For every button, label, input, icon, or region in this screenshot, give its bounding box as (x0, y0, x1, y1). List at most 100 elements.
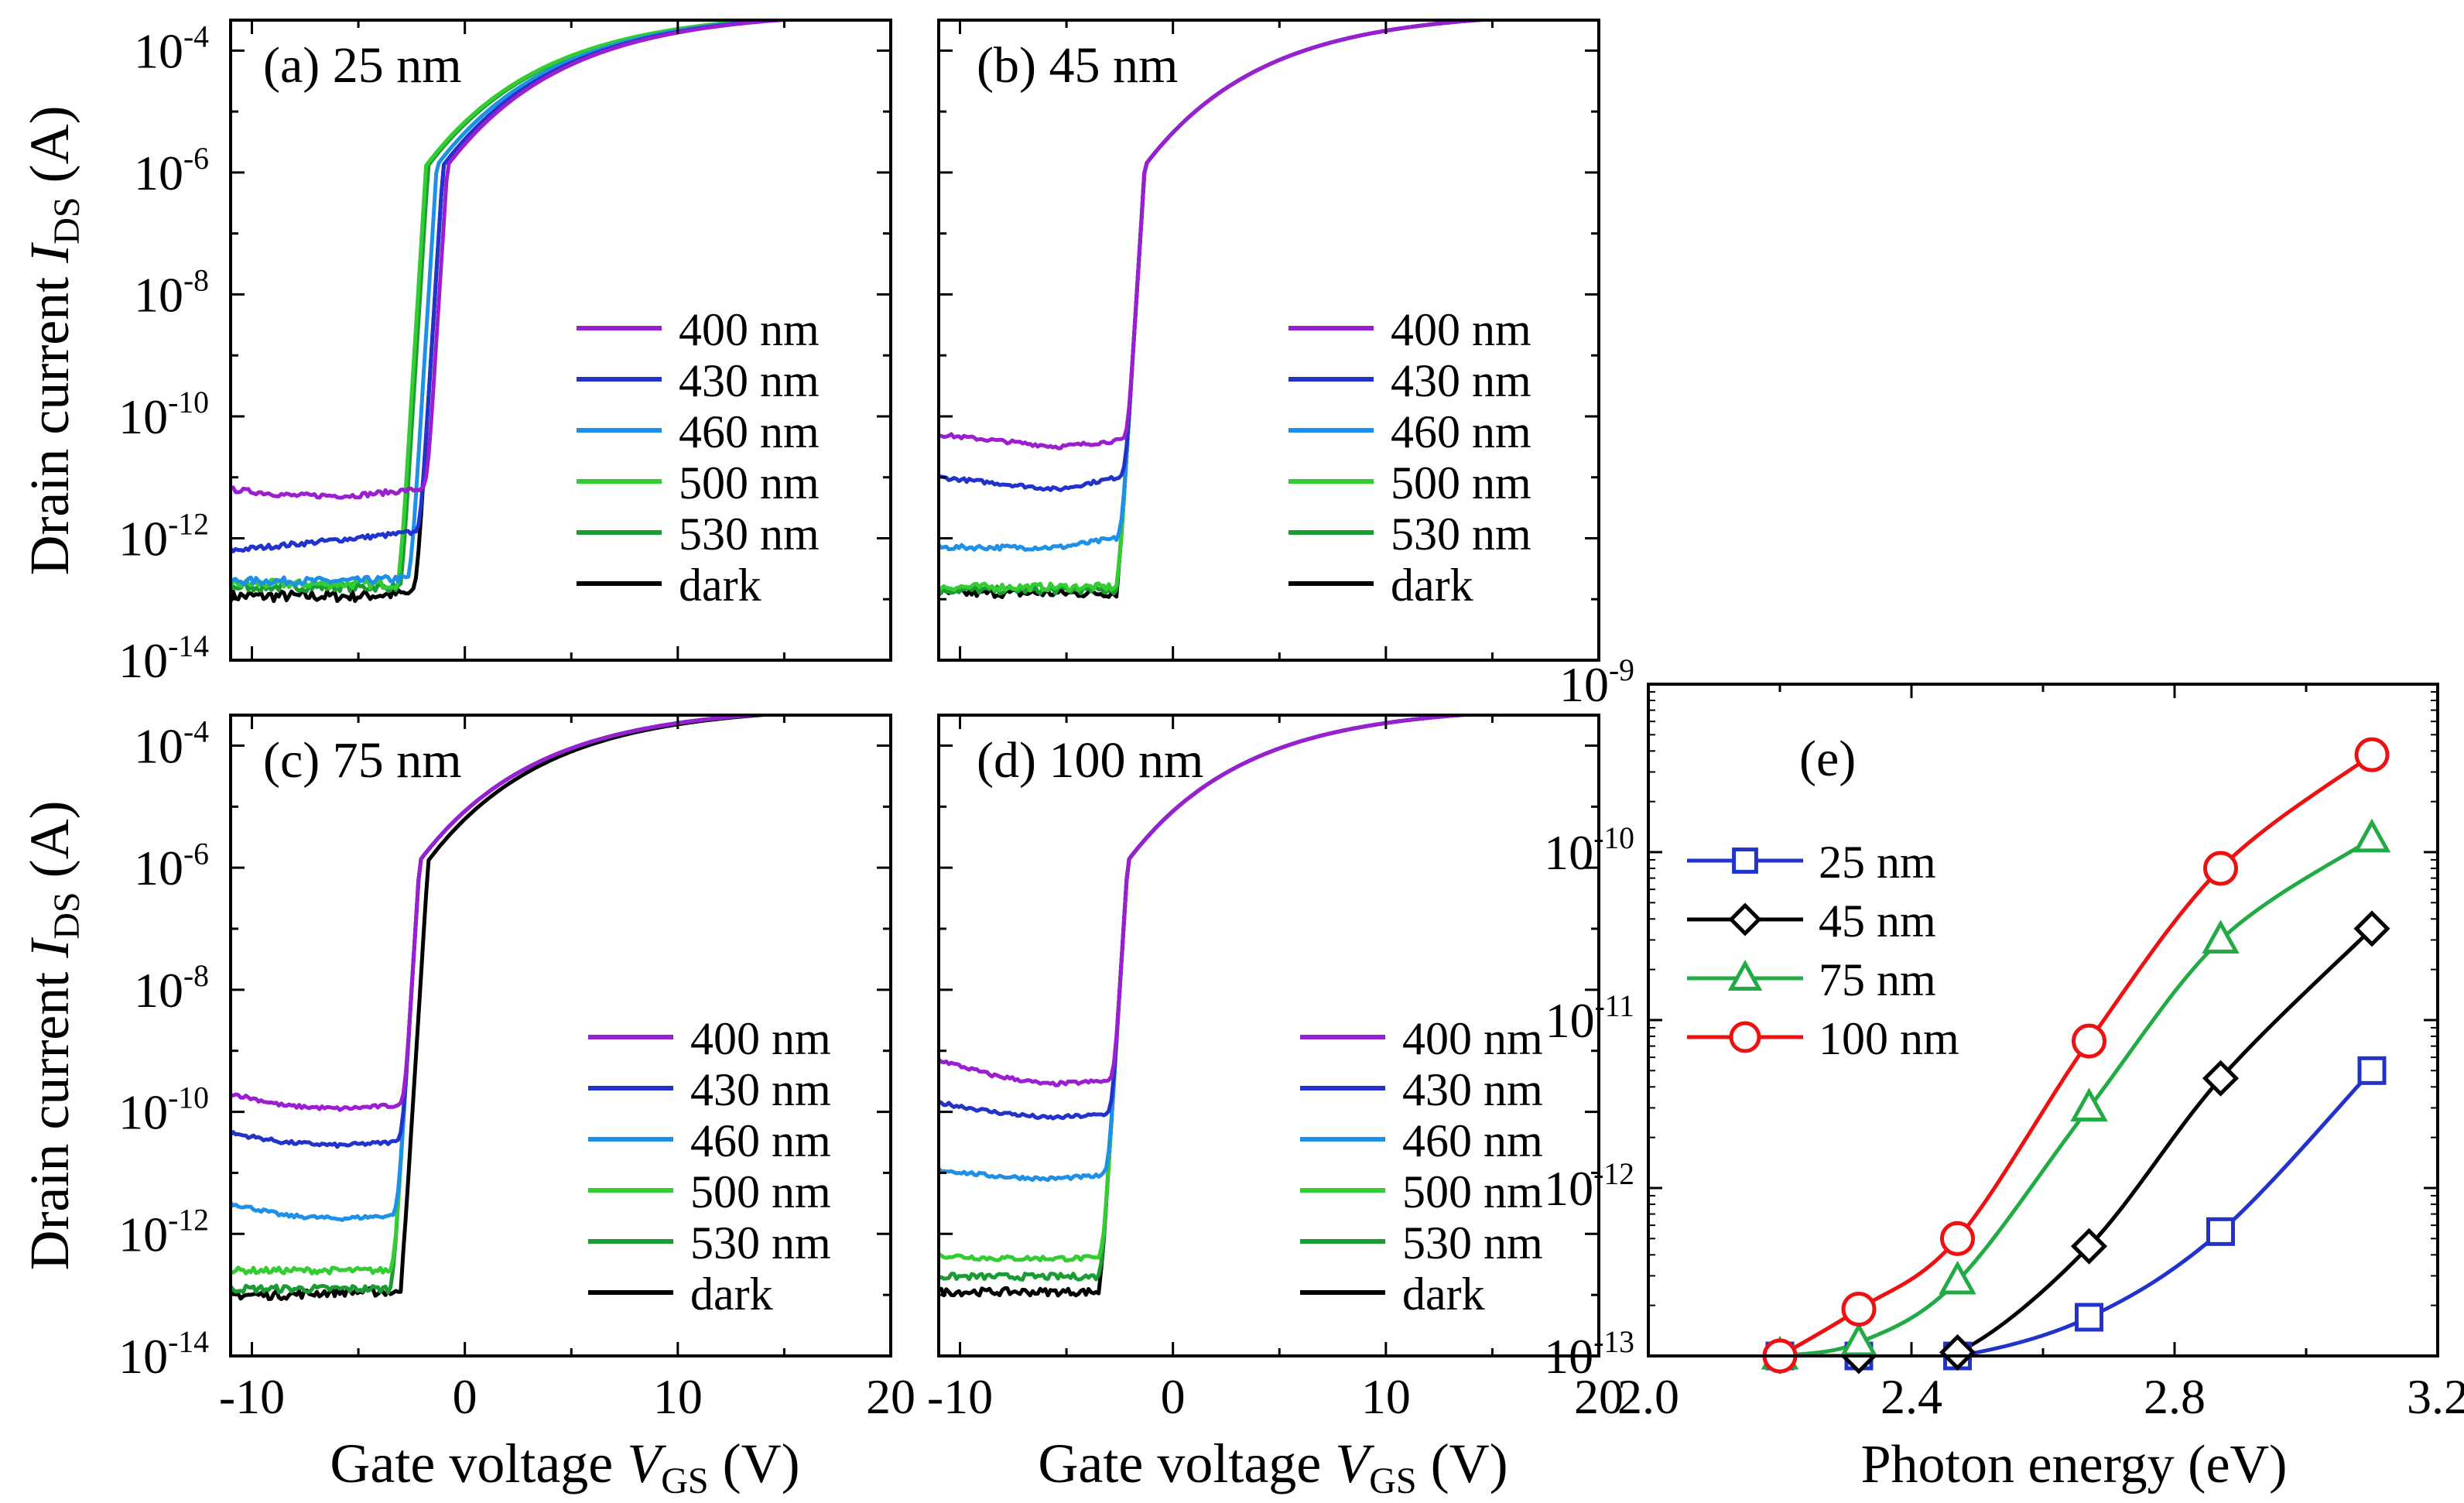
legend-label: dark (690, 1268, 773, 1320)
plot-frame (1647, 683, 2439, 1357)
data-point-75-nm (1939, 1260, 1976, 1295)
y-tick-label: 10-4 (134, 20, 209, 79)
legend-label: 530 nm (1402, 1217, 1543, 1268)
plot-frame (937, 714, 1600, 1357)
legend-label: 530 nm (1391, 508, 1531, 560)
legend-label: 530 nm (679, 508, 820, 560)
data-point-25-nm (2206, 1217, 2235, 1246)
y-tick-label: 10-9 (1559, 653, 1634, 712)
x-tick-label: 2.8 (2144, 1369, 2206, 1424)
y-tick-label: 10-14 (118, 1325, 209, 1384)
y-tick-label: 10-6 (134, 837, 209, 895)
series-line-400-nm (939, 715, 1487, 1087)
y-tick-label: 10-12 (118, 508, 209, 567)
x-tick-label: 10 (653, 1369, 703, 1424)
x-tick-label: 20 (1574, 1369, 1624, 1424)
data-point-100-nm (2072, 1023, 2106, 1059)
legend-label: 500 nm (679, 457, 820, 508)
series-line-400-nm (231, 715, 779, 1112)
panel-c: 10-4 10-6 10-8 10-10 10-12 10-14-10 0 10 20 (c) 7… (118, 714, 915, 1424)
legend-marker (1729, 1021, 1761, 1053)
x-tick-label: 0 (453, 1369, 477, 1424)
data-point-75-nm (2353, 818, 2391, 853)
legend-label: 460 nm (690, 1115, 831, 1166)
legend-label: 400 nm (1391, 304, 1531, 355)
y-tick-label: 10-10 (1544, 821, 1634, 880)
legend-marker (1732, 847, 1758, 874)
y-axis-label: Drain current IDS (A) (19, 800, 87, 1270)
x-axis-label: Gate voltage VGS (V) (330, 1433, 799, 1501)
legend-label: dark (679, 560, 761, 611)
legend-label: 460 nm (1391, 406, 1531, 457)
legend-label: 430 nm (679, 355, 820, 406)
series-line-500-nm (231, 20, 785, 591)
legend-marker (1727, 959, 1763, 991)
data-point-45-nm (2070, 1227, 2108, 1265)
legend-label: 460 nm (679, 406, 820, 457)
legend: 25 nm 45 nm 75 nm 100 nm (1687, 837, 1959, 1064)
legend-label: dark (1391, 560, 1473, 611)
data-point-75-nm (2202, 919, 2240, 953)
axis-labels: Drain current IDS (A) Drain current IDS (… (19, 105, 1508, 1501)
legend-label: 530 nm (690, 1217, 831, 1268)
legend-label: 430 nm (690, 1064, 831, 1115)
y-tick-label: 10-6 (134, 142, 209, 200)
y-tick-label: 10-11 (1545, 989, 1634, 1048)
x-tick-label: 10 (1361, 1369, 1411, 1424)
panel-title: (d) 100 nm (977, 732, 1203, 789)
series-line-400-nm (231, 20, 807, 500)
series-group (939, 715, 1487, 1298)
y-axis-label: Drain current IDS (A) (19, 105, 87, 575)
panel-e: 10-9 10-10 10-11 10-12 10-132.0 2.4 2.8 3.2 (e) 2… (1544, 653, 2464, 1494)
x-tick-label: -10 (219, 1369, 285, 1424)
data-point-100-nm (1841, 1292, 1877, 1327)
legend-label: 430 nm (1402, 1064, 1543, 1115)
data-point-45-nm (2202, 1060, 2240, 1097)
panel-title: (e) (1799, 731, 1856, 787)
y-tick-label: 10-4 (134, 715, 209, 774)
legend-label: dark (1402, 1268, 1485, 1320)
x-axis-label: Photon energy (eV) (1861, 1435, 2288, 1494)
y-tick-label: 10-13 (1544, 1325, 1634, 1384)
plot-frame (229, 19, 892, 662)
legend-label: 500 nm (1402, 1166, 1543, 1217)
x-tick-label: 0 (1161, 1369, 1186, 1424)
legend-label: 25 nm (1819, 837, 1936, 888)
x-tick-label: 2.0 (1617, 1369, 1679, 1424)
legend-label: 400 nm (690, 1013, 831, 1064)
series-line-25-nm (1779, 1069, 2373, 1356)
legend-label: 500 nm (690, 1166, 831, 1217)
x-tick-label: 2.4 (1881, 1369, 1942, 1424)
series-line-400-nm (939, 20, 1504, 450)
legend-label: 500 nm (1391, 457, 1531, 508)
data-point-25-nm (2357, 1056, 2387, 1085)
y-tick-label: 10-12 (1544, 1157, 1634, 1216)
legend-label: 45 nm (1819, 895, 1936, 947)
plot-frame (937, 19, 1600, 662)
plot-frame (229, 714, 892, 1357)
data-point-75-nm (1839, 1322, 1878, 1357)
legend-label: 100 nm (1819, 1013, 1959, 1064)
legend-label: 400 nm (679, 304, 820, 355)
panel-title: (a) 25 nm (263, 37, 462, 94)
y-tick-label: 10-12 (118, 1203, 209, 1262)
y-tick-label: 10-10 (118, 385, 209, 444)
series-group (231, 20, 807, 604)
x-tick-label: -10 (927, 1369, 993, 1424)
x-tick-label: 20 (866, 1369, 915, 1424)
data-point-25-nm (2075, 1303, 2103, 1332)
legend-label: 460 nm (1402, 1115, 1543, 1166)
panel-a: 10-4 10-6 10-8 10-10 10-12 10-14 (a) 25 nm 400 … (118, 19, 892, 688)
series-group (231, 715, 787, 1302)
data-point-100-nm (2354, 737, 2390, 772)
panel-title: (b) 45 nm (977, 37, 1178, 94)
data-point-45-nm (1939, 1334, 1976, 1371)
legend-marker (1728, 902, 1762, 936)
legend-label: 430 nm (1391, 355, 1531, 406)
data-point-100-nm (2203, 851, 2238, 886)
x-tick-label: 3.2 (2407, 1369, 2464, 1424)
